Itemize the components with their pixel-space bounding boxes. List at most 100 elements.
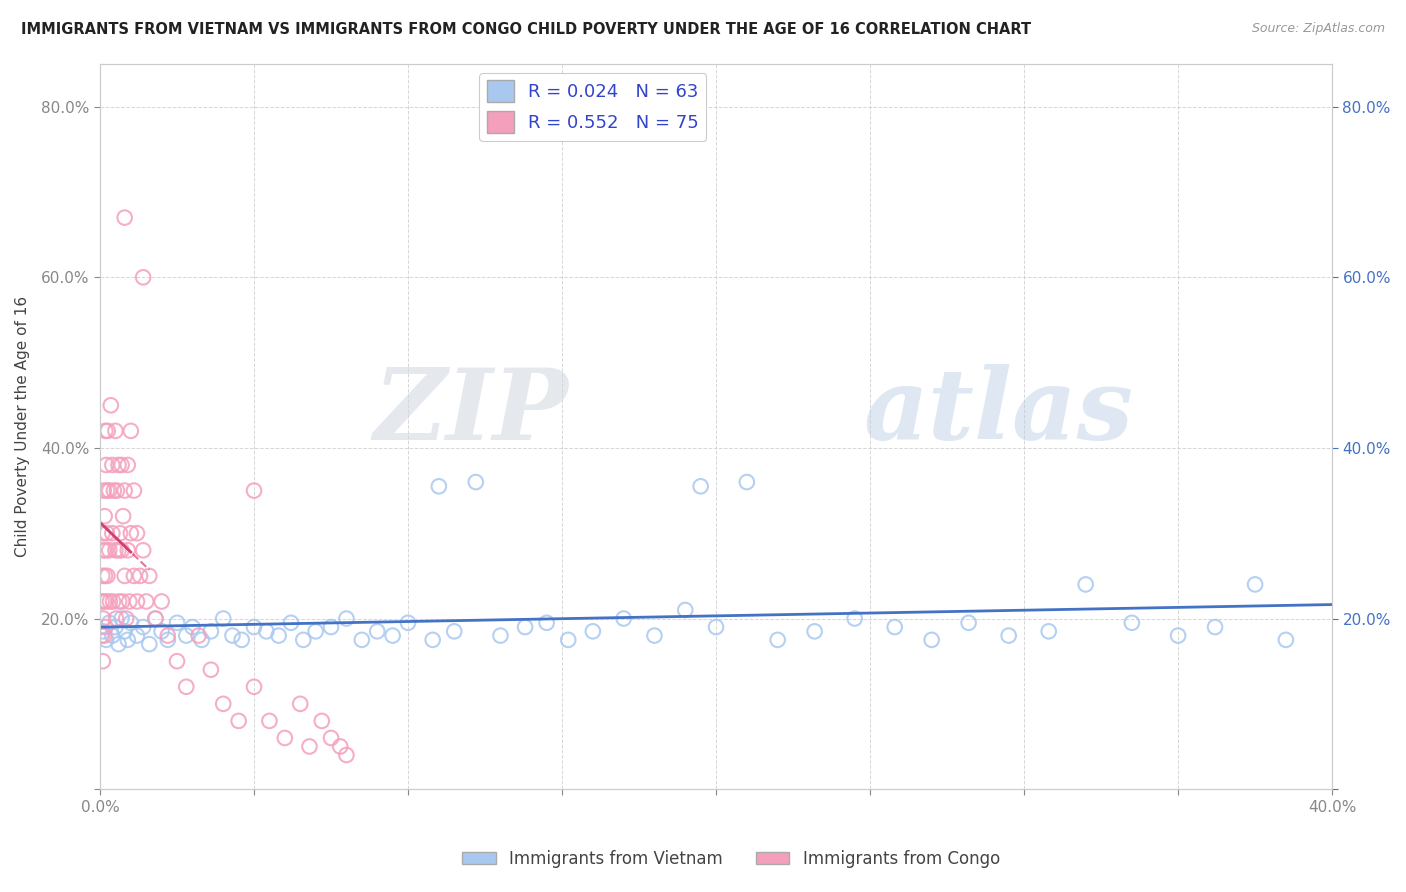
Point	[689, 479, 711, 493]
Point	[166, 654, 188, 668]
Point	[132, 543, 155, 558]
Point	[228, 714, 250, 728]
Point	[1038, 624, 1060, 639]
Point	[125, 629, 148, 643]
Point	[98, 594, 121, 608]
Point	[212, 611, 235, 625]
Point	[111, 594, 134, 608]
Point	[107, 637, 129, 651]
Point	[557, 632, 579, 647]
Point	[114, 483, 136, 498]
Point	[122, 569, 145, 583]
Point	[267, 629, 290, 643]
Point	[243, 680, 266, 694]
Point	[150, 594, 173, 608]
Point	[280, 615, 302, 630]
Point	[91, 526, 114, 541]
Point	[138, 637, 160, 651]
Point	[243, 620, 266, 634]
Point	[107, 543, 129, 558]
Point	[94, 424, 117, 438]
Point	[396, 615, 419, 630]
Point	[108, 594, 131, 608]
Point	[120, 615, 142, 630]
Point	[132, 270, 155, 285]
Point	[1167, 629, 1189, 643]
Point	[98, 483, 121, 498]
Point	[107, 458, 129, 472]
Point	[274, 731, 297, 745]
Point	[98, 543, 121, 558]
Point	[98, 615, 121, 630]
Point	[135, 594, 157, 608]
Point	[366, 624, 388, 639]
Point	[190, 632, 212, 647]
Point	[231, 632, 253, 647]
Point	[643, 629, 665, 643]
Point	[221, 629, 243, 643]
Point	[91, 543, 114, 558]
Point	[105, 611, 128, 625]
Point	[200, 663, 222, 677]
Point	[921, 632, 943, 647]
Point	[304, 624, 326, 639]
Point	[536, 615, 558, 630]
Point	[489, 629, 512, 643]
Point	[91, 654, 114, 668]
Point	[1074, 577, 1097, 591]
Text: IMMIGRANTS FROM VIETNAM VS IMMIGRANTS FROM CONGO CHILD POVERTY UNDER THE AGE OF : IMMIGRANTS FROM VIETNAM VS IMMIGRANTS FR…	[21, 22, 1031, 37]
Text: atlas: atlas	[863, 364, 1133, 460]
Point	[243, 483, 266, 498]
Point	[90, 594, 112, 608]
Point	[212, 697, 235, 711]
Point	[381, 629, 404, 643]
Y-axis label: Child Poverty Under the Age of 16: Child Poverty Under the Age of 16	[15, 296, 30, 558]
Point	[1121, 615, 1143, 630]
Point	[350, 632, 373, 647]
Point	[103, 483, 125, 498]
Point	[115, 611, 138, 625]
Point	[104, 620, 127, 634]
Point	[101, 594, 124, 608]
Point	[319, 620, 342, 634]
Point	[93, 483, 115, 498]
Point	[200, 624, 222, 639]
Point	[319, 731, 342, 745]
Point	[1275, 632, 1298, 647]
Point	[97, 424, 120, 438]
Point	[613, 611, 636, 625]
Point	[93, 509, 115, 524]
Point	[100, 398, 122, 412]
Point	[96, 594, 118, 608]
Point	[117, 632, 139, 647]
Point	[187, 629, 209, 643]
Point	[181, 620, 204, 634]
Point	[290, 697, 312, 711]
Point	[174, 629, 197, 643]
Point	[704, 620, 727, 634]
Point	[101, 526, 124, 541]
Point	[150, 624, 173, 639]
Point	[254, 624, 277, 639]
Point	[156, 629, 179, 643]
Point	[110, 543, 132, 558]
Point	[125, 526, 148, 541]
Point	[96, 526, 118, 541]
Point	[94, 543, 117, 558]
Point	[582, 624, 605, 639]
Point	[122, 483, 145, 498]
Point	[114, 569, 136, 583]
Point	[422, 632, 444, 647]
Point	[105, 483, 128, 498]
Point	[427, 479, 450, 493]
Point	[735, 475, 758, 489]
Point	[883, 620, 905, 634]
Point	[101, 629, 124, 643]
Point	[108, 526, 131, 541]
Point	[1204, 620, 1226, 634]
Legend: R = 0.024   N = 63, R = 0.552   N = 75: R = 0.024 N = 63, R = 0.552 N = 75	[479, 73, 706, 141]
Point	[803, 624, 825, 639]
Point	[93, 594, 115, 608]
Point	[174, 680, 197, 694]
Point	[94, 620, 117, 634]
